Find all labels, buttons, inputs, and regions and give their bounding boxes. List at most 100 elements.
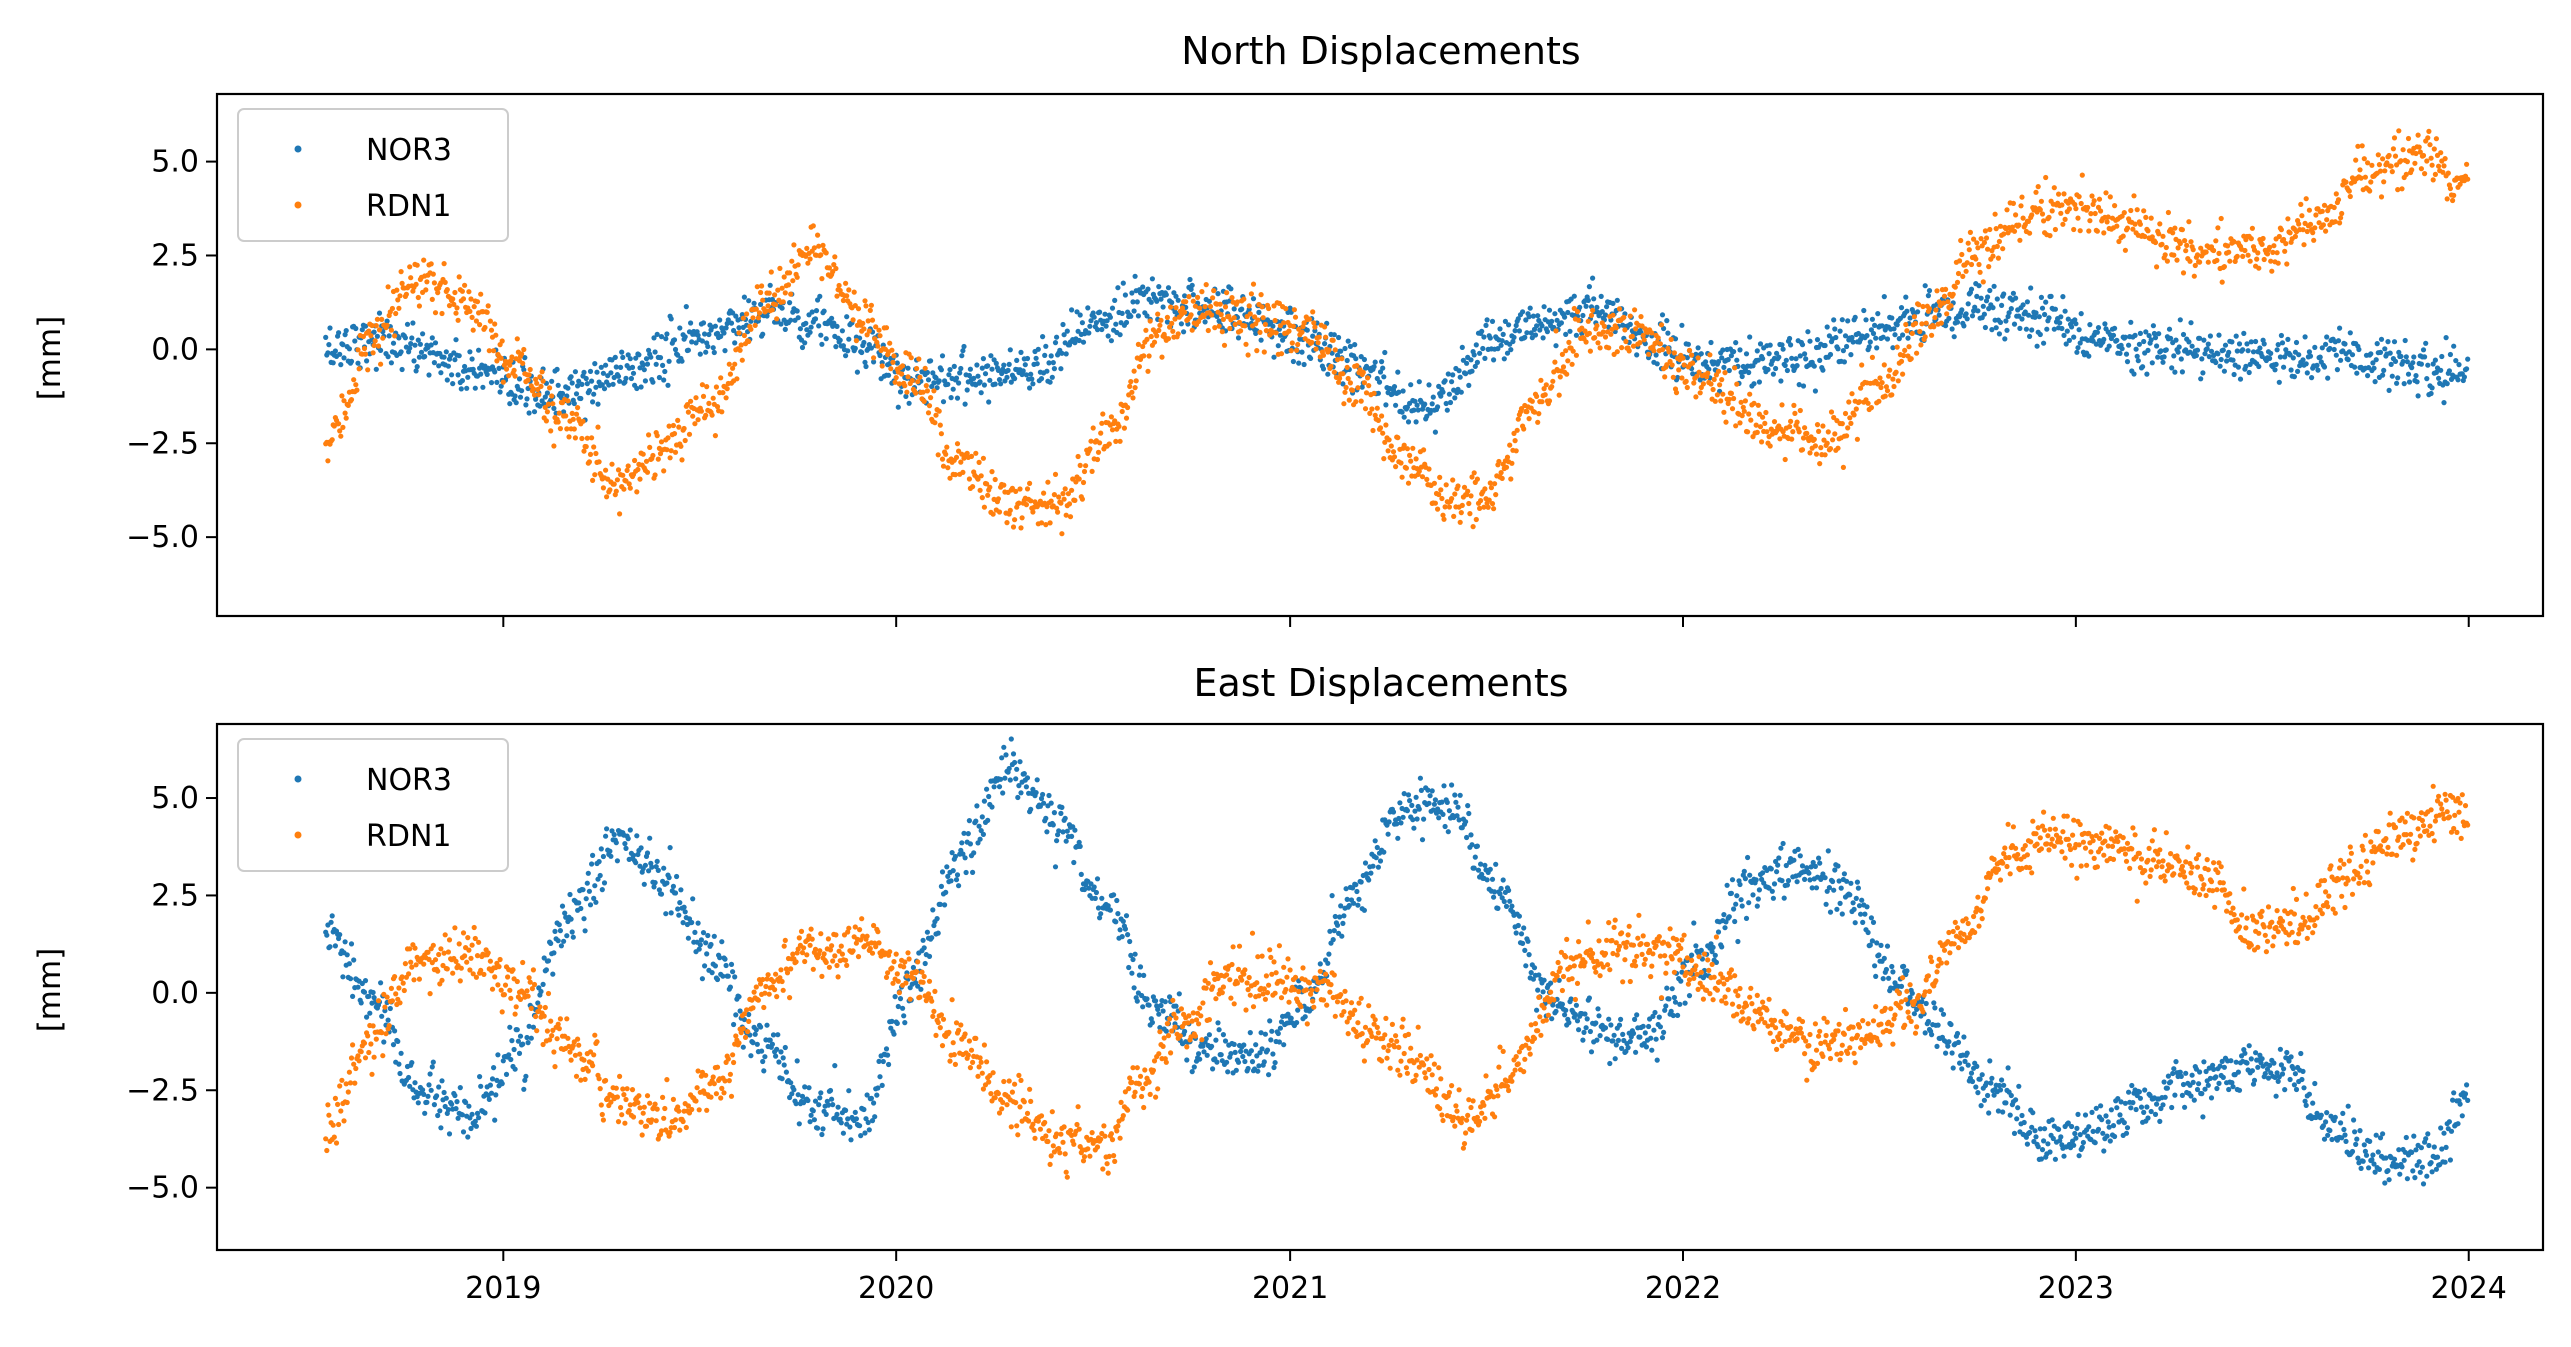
data-point xyxy=(908,355,914,361)
data-point xyxy=(1331,928,1337,934)
data-point xyxy=(1253,1042,1259,1048)
data-point xyxy=(457,1085,463,1091)
data-point xyxy=(2046,214,2052,220)
data-point xyxy=(1474,359,1480,365)
data-point xyxy=(698,408,705,414)
data-point xyxy=(1863,317,1869,323)
data-point xyxy=(601,386,608,392)
data-point xyxy=(1506,322,1512,328)
data-point xyxy=(2240,253,2246,259)
data-point xyxy=(1100,411,1106,417)
data-point xyxy=(583,896,589,902)
data-point xyxy=(782,326,788,332)
data-point xyxy=(449,372,455,378)
data-point xyxy=(1671,350,1677,356)
data-point xyxy=(1866,344,1872,350)
data-point xyxy=(2301,242,2307,248)
data-point xyxy=(1035,346,1041,352)
data-point xyxy=(466,1103,472,1109)
data-point xyxy=(521,1086,527,1092)
data-point xyxy=(371,329,377,335)
data-point xyxy=(407,264,413,270)
data-point xyxy=(823,336,829,342)
data-point xyxy=(661,468,667,474)
data-point xyxy=(844,293,850,299)
data-point xyxy=(578,905,584,912)
data-point xyxy=(370,350,376,356)
data-point xyxy=(1614,349,1620,355)
data-point xyxy=(379,1013,385,1019)
data-point xyxy=(390,1042,397,1048)
data-point xyxy=(1256,309,1262,315)
data-point xyxy=(1380,430,1386,436)
data-point xyxy=(1294,347,1300,353)
data-point xyxy=(1147,318,1153,324)
data-point xyxy=(1546,398,1553,404)
data-point xyxy=(2381,367,2387,373)
data-point xyxy=(1214,313,1220,319)
data-point xyxy=(2150,323,2156,329)
data-point xyxy=(1482,355,1488,361)
data-point xyxy=(556,410,562,416)
data-point xyxy=(652,472,658,478)
data-point xyxy=(1119,934,1125,940)
data-point xyxy=(408,275,414,281)
data-point xyxy=(1590,307,1596,313)
data-point xyxy=(1089,468,1095,474)
data-point xyxy=(987,377,993,383)
data-point xyxy=(1063,838,1069,844)
data-point xyxy=(1350,387,1356,393)
data-point xyxy=(1980,303,1986,309)
data-point xyxy=(816,243,822,249)
data-point xyxy=(1867,339,1873,345)
data-point xyxy=(2199,356,2205,362)
data-point xyxy=(2312,225,2318,231)
data-point xyxy=(823,1111,829,1117)
data-point xyxy=(1380,365,1386,371)
data-point xyxy=(1846,399,1852,405)
data-point xyxy=(1235,1059,1242,1065)
data-point xyxy=(2255,250,2261,256)
data-point xyxy=(685,409,692,415)
data-point xyxy=(1743,351,1750,357)
data-point xyxy=(2276,233,2282,240)
data-point xyxy=(1006,361,1012,367)
data-point xyxy=(909,377,915,384)
data-point xyxy=(1876,398,1882,404)
data-point xyxy=(1170,328,1176,334)
data-point xyxy=(1422,401,1428,407)
data-point xyxy=(1535,419,1541,425)
data-point xyxy=(859,349,865,356)
data-point xyxy=(1250,296,1257,302)
data-point xyxy=(1122,926,1128,932)
data-point xyxy=(1393,402,1399,408)
data-point xyxy=(2395,187,2401,193)
data-point xyxy=(2432,171,2438,177)
data-point xyxy=(2060,221,2066,227)
data-point xyxy=(657,355,664,361)
data-point xyxy=(819,341,825,347)
data-point xyxy=(1894,344,1900,350)
data-point xyxy=(2392,153,2399,159)
data-point xyxy=(712,433,719,439)
legend-label: RDN1 xyxy=(366,189,451,224)
data-point xyxy=(1874,345,1880,351)
data-point xyxy=(2388,163,2394,169)
data-point xyxy=(1467,510,1473,517)
data-point xyxy=(834,1111,840,1117)
data-point xyxy=(519,388,525,394)
data-point xyxy=(868,345,875,351)
data-point xyxy=(874,1092,880,1098)
data-point xyxy=(1563,331,1569,337)
data-point xyxy=(1835,445,1841,451)
data-point xyxy=(595,401,601,407)
data-point xyxy=(437,1108,443,1114)
data-point xyxy=(408,341,414,347)
data-point xyxy=(1586,330,1592,336)
data-point xyxy=(536,392,542,398)
data-point xyxy=(1520,309,1526,315)
data-point xyxy=(599,887,605,893)
data-point xyxy=(897,996,904,1002)
data-point xyxy=(889,347,895,353)
data-point xyxy=(1573,352,1579,358)
